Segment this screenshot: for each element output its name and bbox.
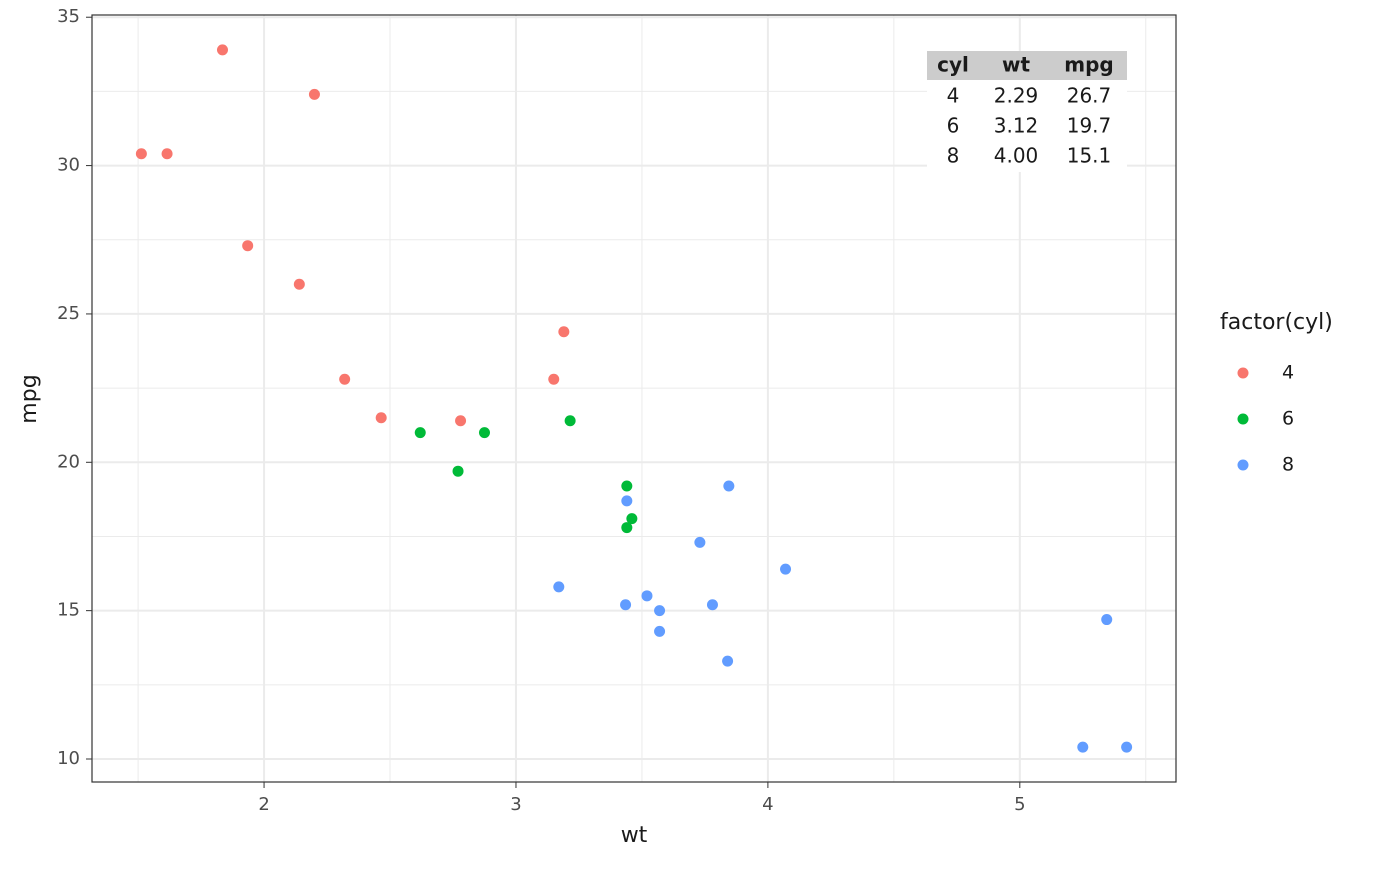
- point: [548, 373, 560, 385]
- y-tick-label: 35: [57, 6, 80, 27]
- legend-marker: [1237, 413, 1249, 425]
- point: [641, 590, 653, 602]
- legend-label: 8: [1282, 454, 1294, 476]
- point: [564, 415, 576, 427]
- point: [1121, 741, 1133, 753]
- table-header: [927, 51, 1127, 80]
- y-tick-label: 20: [57, 451, 80, 472]
- y-tick-label: 10: [57, 748, 80, 769]
- legend-label: 4: [1282, 362, 1294, 384]
- x-tick-label: 3: [510, 794, 521, 815]
- point: [626, 513, 638, 525]
- legend-marker: [1237, 459, 1249, 471]
- legend-label: 6: [1282, 408, 1294, 430]
- point: [293, 278, 305, 290]
- table-cell: 6: [947, 114, 960, 138]
- grid: [92, 15, 1176, 782]
- table-cell: 4: [947, 84, 960, 108]
- table-cell: 19.7: [1067, 114, 1112, 138]
- point: [694, 536, 706, 548]
- y-tick-label: 30: [57, 155, 80, 176]
- table-cell: 2.29: [994, 84, 1039, 108]
- legend-marker: [1237, 367, 1249, 379]
- table-annotation: cyl wt mpg 4 2.29 26.7 6 3.12 19.7 8 4.00 15.1: [927, 51, 1127, 172]
- table-header-cell: wt: [1002, 53, 1030, 77]
- point: [654, 625, 666, 637]
- point: [455, 415, 467, 427]
- x-tick-label: 4: [762, 794, 773, 815]
- x-tick-label: 5: [1014, 794, 1025, 815]
- table-cell: 4.00: [994, 144, 1039, 168]
- table-cell: 15.1: [1067, 144, 1112, 168]
- y-tick-label: 15: [57, 600, 80, 621]
- point: [135, 148, 147, 160]
- point: [375, 412, 387, 424]
- legend-title: factor(cyl): [1220, 310, 1333, 335]
- point: [621, 522, 633, 534]
- point: [414, 427, 426, 439]
- table-cell: 3.12: [994, 114, 1039, 138]
- x-axis-title: wt: [621, 823, 648, 848]
- table-header-cell: cyl: [937, 53, 969, 77]
- points: [135, 44, 1133, 753]
- point: [620, 599, 632, 611]
- point: [308, 88, 320, 100]
- point: [161, 148, 173, 160]
- point: [553, 581, 565, 593]
- point: [722, 655, 734, 667]
- point: [654, 605, 666, 617]
- point: [558, 326, 570, 338]
- point: [1077, 741, 1089, 753]
- point: [478, 427, 490, 439]
- x-tick-label: 2: [258, 794, 269, 815]
- table-cell: 26.7: [1067, 84, 1112, 108]
- point: [621, 480, 633, 492]
- y-axis-title: mpg: [17, 374, 42, 423]
- point: [621, 495, 633, 507]
- panel-border: [91, 14, 1177, 783]
- point: [242, 240, 254, 252]
- point: [1101, 614, 1113, 626]
- table-header-cell: mpg: [1064, 53, 1113, 77]
- point: [706, 599, 718, 611]
- point: [780, 563, 792, 575]
- point: [723, 480, 735, 492]
- point: [339, 373, 351, 385]
- y-tick-label: 25: [57, 303, 80, 324]
- table-body: [927, 80, 1127, 172]
- point: [452, 465, 464, 477]
- table-cell: 8: [947, 144, 960, 168]
- point: [216, 44, 228, 56]
